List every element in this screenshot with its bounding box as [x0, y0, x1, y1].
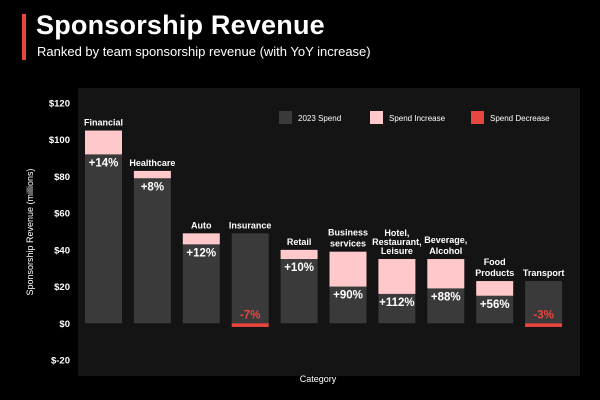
percent-change-label: +14%: [89, 157, 119, 169]
category-label-line: services: [330, 239, 366, 249]
category-label: Auto: [191, 220, 212, 230]
bar-spend-increase: [133, 170, 171, 179]
percent-change-label: +12%: [186, 247, 216, 259]
category-label: Financial: [84, 118, 123, 128]
legend-swatch: [370, 111, 383, 124]
chart-title: Sponsorship Revenue: [36, 10, 325, 40]
legend-label: Spend Decrease: [490, 114, 550, 123]
bars: +14% +8% +12% -7% +10% +90% +112% +88% +56% -3%: [85, 130, 563, 327]
percent-change-label: +112%: [379, 297, 415, 309]
percent-change-label: -3%: [533, 309, 553, 321]
category-label: Hotel, Restaurant, Leisure: [372, 228, 422, 256]
x-axis-title: Category: [300, 374, 337, 384]
category-label-line: Auto: [191, 220, 212, 230]
percent-change-label: +88%: [431, 291, 461, 303]
bar-spend-increase: [476, 281, 514, 296]
bar-spend-increase: [329, 251, 367, 287]
chart-subtitle: Ranked by team sponsorship revenue (with…: [37, 44, 371, 59]
category-label: Healthcare: [129, 158, 175, 168]
bar-spend-increase: [182, 233, 220, 245]
bar-2023-spend: [476, 295, 514, 324]
y-tick-label: $0: [59, 319, 70, 330]
category-label: Food Products: [475, 257, 514, 278]
legend-label: 2023 Spend: [298, 114, 341, 123]
bar-2023-spend: [280, 259, 318, 324]
category-label-line: Transport: [523, 268, 565, 278]
percent-change-label: +10%: [284, 262, 314, 274]
category-label-line: Products: [475, 268, 514, 278]
y-axis-title: Sponsorship Revenue (millions): [25, 168, 35, 295]
bar-spend-increase: [85, 130, 122, 155]
bar-2023-spend: [329, 286, 367, 324]
bar-2023-spend: [182, 244, 220, 324]
category-label: Transport: [523, 268, 565, 278]
category-label-line: Hotel,: [384, 228, 409, 238]
category-label-line: Healthcare: [129, 158, 175, 168]
category-label-line: Retail: [287, 237, 312, 247]
y-tick-label: $40: [54, 245, 70, 256]
legend-swatch: [471, 111, 484, 124]
y-tick-label: $-20: [51, 356, 70, 367]
bar-spend-decrease: [231, 323, 269, 327]
category-label-line: Restaurant,: [372, 237, 422, 247]
category-label-line: Alcohol: [429, 246, 462, 256]
category-label-line: Financial: [84, 118, 123, 128]
category-label-line: Insurance: [229, 220, 272, 230]
bar-2023-spend: [231, 233, 269, 324]
y-tick-label: $120: [49, 99, 70, 110]
bar-2023-spend: [85, 154, 122, 324]
category-label-line: Leisure: [381, 246, 413, 256]
category-label-line: Business: [328, 228, 368, 238]
bar-spend-decrease: [525, 323, 563, 327]
percent-change-label: +56%: [480, 299, 510, 311]
percent-change-label: +90%: [333, 290, 363, 302]
bar-2023-spend: [427, 288, 465, 324]
legend: 2023 Spend Spend Increase Spend Decrease: [279, 111, 550, 124]
percent-change-label: -7%: [240, 309, 260, 321]
bar-spend-increase: [280, 249, 318, 260]
legend-swatch: [279, 111, 292, 124]
category-label: Retail: [287, 237, 312, 247]
bar-2023-spend: [133, 178, 171, 324]
y-tick-label: $80: [54, 172, 70, 183]
category-label: Beverage, Alcohol: [424, 235, 467, 256]
y-tick-label: $100: [49, 135, 70, 146]
legend-label: Spend Increase: [389, 114, 446, 123]
category-label: Business services: [328, 228, 368, 249]
category-label: Insurance: [229, 220, 272, 230]
bar-spend-increase: [378, 259, 416, 294]
category-label-line: Food: [484, 257, 506, 267]
y-axis-ticks: $-20 $0 $20 $40 $60 $80 $100 $120: [49, 99, 70, 367]
y-tick-label: $20: [54, 282, 70, 293]
category-label-line: Beverage,: [424, 235, 467, 245]
bar-2023-spend: [378, 293, 416, 324]
y-tick-label: $60: [54, 209, 70, 220]
percent-change-label: +8%: [141, 181, 164, 193]
title-accent-bar: [22, 14, 26, 60]
category-labels: Financial Healthcare Auto Insurance Retail Bu…: [84, 118, 564, 279]
bar-spend-increase: [427, 259, 465, 289]
bar-2023-spend: [525, 281, 563, 324]
